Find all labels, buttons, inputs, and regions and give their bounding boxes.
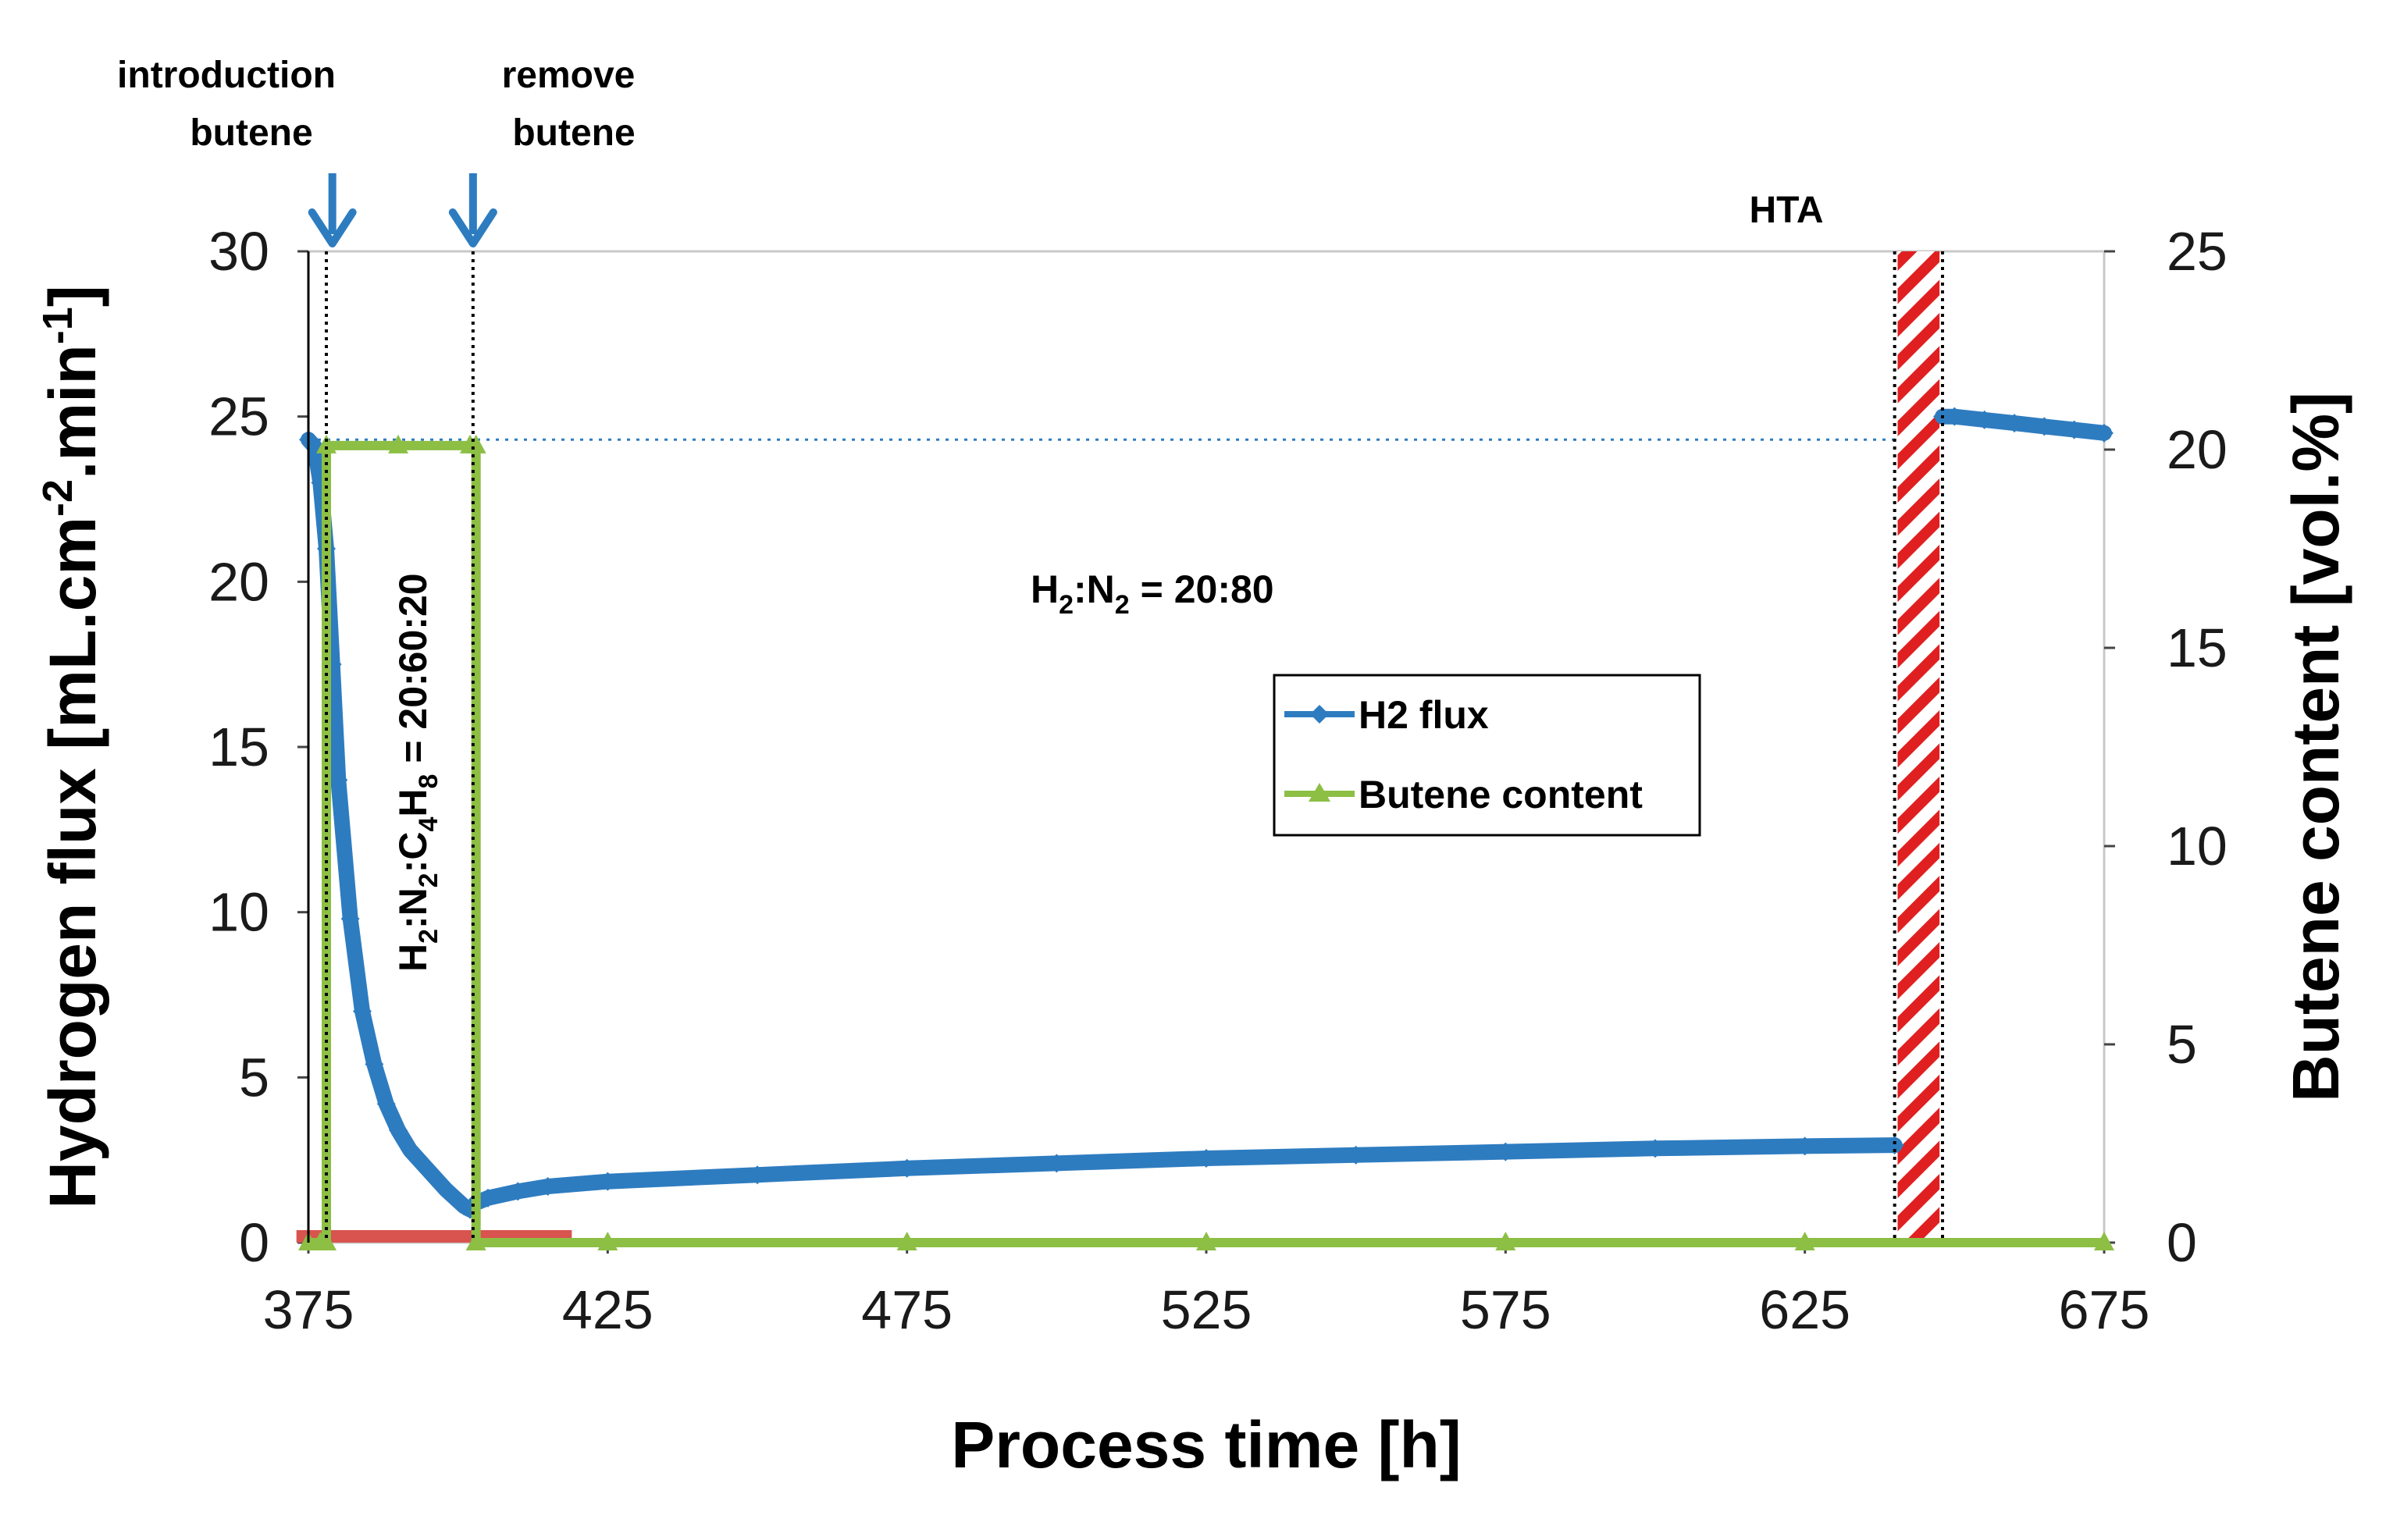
- vertical-markers: [307, 173, 1944, 1243]
- data-point-h2-flux-after-hta: [1945, 407, 1964, 426]
- x-tick-label: 425: [562, 1279, 653, 1340]
- data-point-h2-flux-after-hta: [1975, 410, 1994, 429]
- axis-ticks: 0 5 10 15 20 25 30 0 5 10 15 20 25 375 425 475 525 575 625…: [208, 221, 2228, 1340]
- data-point-h2-flux: [479, 1188, 497, 1207]
- data-point-h2-flux: [389, 1121, 408, 1140]
- background-marks: [296, 251, 1940, 1243]
- data-point-h2-flux: [1496, 1142, 1515, 1161]
- data-point-h2-flux: [1646, 1139, 1665, 1158]
- annotation-introduction: introduction: [117, 55, 336, 96]
- legend-box: [1273, 674, 1701, 837]
- x-tick-label: 625: [1759, 1279, 1850, 1340]
- y2-tick-label: 15: [2167, 617, 2228, 678]
- x-tick-label: 675: [2059, 1279, 2150, 1340]
- x-axis-title: Process time [h]: [951, 1408, 1462, 1481]
- legend-label-h2-flux: H2 flux: [1359, 693, 1489, 737]
- data-point-h2-flux: [418, 1160, 438, 1179]
- data-point-h2-flux-after-hta: [2095, 423, 2114, 443]
- data-point-butene-content: [465, 1232, 486, 1250]
- legend-triangle-icon: [1309, 783, 1330, 802]
- data-point-h2-flux: [1795, 1136, 1814, 1156]
- data-point-h2-flux: [353, 1001, 372, 1021]
- data-point-butene-content: [1196, 1232, 1216, 1250]
- x-tick-label: 525: [1161, 1279, 1252, 1340]
- annotation-introduction-butene: butene: [190, 112, 312, 154]
- data-point-butene-content: [896, 1232, 917, 1250]
- data-point-h2-flux: [1047, 1154, 1067, 1173]
- annotation-ratio-butene: H2:N2:C4H8 = 20:60:20: [391, 573, 443, 972]
- annotation-remove: remove: [502, 55, 636, 96]
- x-tick-label: 375: [263, 1279, 354, 1340]
- data-point-h2-flux: [365, 1055, 384, 1074]
- series-line-butene-content: [304, 440, 2109, 1247]
- data-point-butene-content: [597, 1232, 618, 1250]
- legend: H2 flux Butene content: [1273, 674, 1701, 837]
- data-point-h2-flux: [376, 1094, 396, 1114]
- x-tick-label: 575: [1460, 1279, 1551, 1340]
- y2-tick-label: 20: [2167, 419, 2228, 480]
- y-tick-label: 30: [208, 221, 269, 282]
- y-tick-label: 0: [239, 1212, 269, 1273]
- data-point-h2-flux: [508, 1182, 528, 1201]
- data-point-h2-flux-after-hta: [2035, 417, 2054, 436]
- hta-hatched-band: [1897, 251, 1940, 1243]
- data-point-h2-flux: [1197, 1149, 1216, 1168]
- data-point-h2-flux: [401, 1140, 420, 1160]
- y-tick-label: 5: [239, 1047, 269, 1108]
- y-tick-label: 25: [208, 386, 269, 447]
- data-point-butene-content: [465, 434, 486, 453]
- data-point-h2-flux-after-hta: [2005, 414, 2024, 433]
- y-tick-label: 20: [208, 551, 269, 612]
- data-point-h2-flux: [1885, 1136, 1904, 1155]
- legend-label-butene: Butene content: [1359, 773, 1643, 816]
- data-point-h2-flux: [598, 1172, 618, 1191]
- legend-diamond-icon: [1310, 705, 1329, 724]
- data-point-butene-content: [316, 1232, 337, 1250]
- data-point-h2-flux: [748, 1165, 767, 1185]
- data-point-h2-flux: [340, 909, 360, 929]
- y2-axis-title: Butene content [vol.%]: [2279, 392, 2352, 1102]
- y-tick-label: 10: [208, 882, 269, 943]
- series-layer: [298, 407, 2114, 1250]
- annotation-remove-butene: butene: [512, 112, 635, 154]
- down-arrow-icon: [448, 208, 497, 247]
- data-point-butene-content: [388, 434, 408, 453]
- x-tick-label: 475: [861, 1279, 953, 1340]
- data-point-h2-flux: [897, 1158, 917, 1178]
- plot-area: [307, 250, 2106, 1244]
- legend-item-h2-flux: H2 flux: [1284, 693, 1489, 737]
- annotation-ratio-main: H2:N2 = 20:80: [1031, 567, 1274, 620]
- annotation-hta: HTA: [1749, 190, 1823, 231]
- y2-tick-label: 5: [2167, 1014, 2197, 1075]
- data-point-h2-flux: [436, 1180, 456, 1200]
- data-point-butene-content: [1794, 1232, 1815, 1250]
- down-arrow-icon: [308, 208, 357, 247]
- data-point-butene-content: [316, 434, 337, 453]
- y-axis-title: Hydrogen flux [mL.cm-2.min-1]: [34, 285, 109, 1208]
- y2-tick-label: 25: [2167, 221, 2228, 282]
- data-point-h2-flux-after-hta: [2064, 420, 2084, 439]
- y2-tick-label: 10: [2167, 816, 2228, 877]
- y-tick-label: 15: [208, 717, 269, 777]
- legend-item-butene: Butene content: [1284, 773, 1643, 816]
- data-point-h2-flux: [538, 1177, 557, 1197]
- data-point-butene-content: [2094, 1232, 2114, 1250]
- data-point-butene-content: [1495, 1232, 1516, 1250]
- y2-tick-label: 0: [2167, 1212, 2197, 1273]
- data-point-h2-flux: [1346, 1145, 1366, 1165]
- data-point-h2-flux: [329, 770, 348, 790]
